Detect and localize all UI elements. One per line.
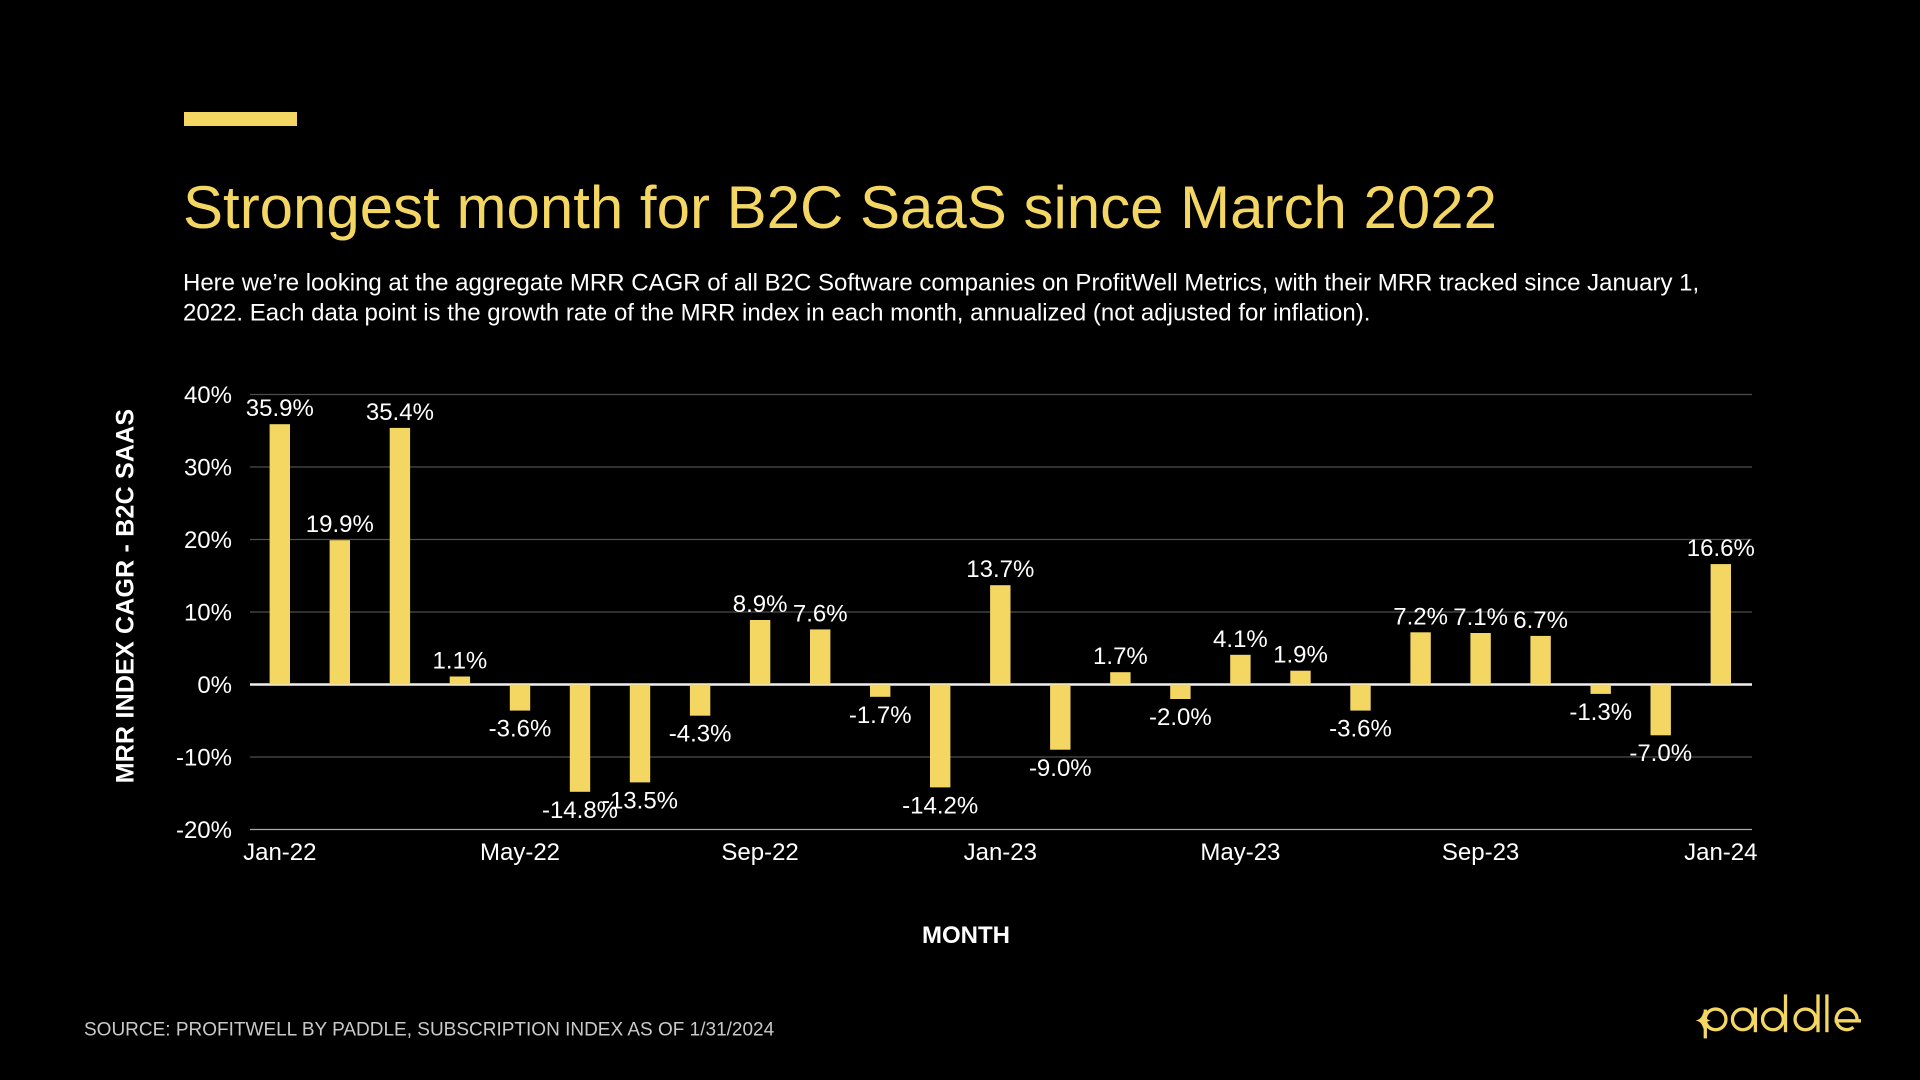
svg-text:6.7%: 6.7% — [1513, 607, 1568, 634]
svg-text:40%: 40% — [184, 382, 232, 409]
svg-text:35.4%: 35.4% — [366, 399, 434, 426]
svg-text:1.9%: 1.9% — [1273, 642, 1328, 669]
svg-text:Jan-22: Jan-22 — [243, 839, 316, 866]
svg-text:-2.0%: -2.0% — [1149, 704, 1212, 731]
svg-text:-14.2%: -14.2% — [902, 793, 978, 820]
svg-text:7.6%: 7.6% — [793, 600, 848, 627]
svg-text:2022. Each data point is the g: 2022. Each data point is the growth rate… — [183, 300, 1370, 327]
svg-text:-13.5%: -13.5% — [602, 787, 678, 814]
svg-text:8.9%: 8.9% — [733, 591, 788, 618]
svg-text:-10%: -10% — [176, 745, 232, 772]
svg-text:4.1%: 4.1% — [1213, 626, 1268, 653]
svg-text:-3.6%: -3.6% — [1329, 716, 1392, 743]
svg-text:1.1%: 1.1% — [433, 648, 488, 675]
svg-text:-4.3%: -4.3% — [669, 721, 732, 748]
svg-text:-7.0%: -7.0% — [1629, 740, 1692, 767]
svg-text:0%: 0% — [197, 672, 232, 699]
svg-text:19.9%: 19.9% — [306, 511, 374, 538]
svg-text:-14.8%: -14.8% — [542, 797, 618, 824]
svg-text:7.1%: 7.1% — [1453, 604, 1508, 631]
svg-text:7.2%: 7.2% — [1393, 603, 1448, 630]
svg-text:30%: 30% — [184, 455, 232, 482]
svg-text:20%: 20% — [184, 527, 232, 554]
svg-text:May-22: May-22 — [480, 839, 560, 866]
svg-text:16.6%: 16.6% — [1687, 535, 1755, 562]
svg-text:MRR INDEX CAGR - B2C SAAS: MRR INDEX CAGR - B2C SAAS — [112, 409, 140, 783]
svg-text:Here we’re looking at the aggr: Here we’re looking at the aggregate MRR … — [183, 270, 1699, 297]
svg-text:Sep-23: Sep-23 — [1442, 839, 1519, 866]
svg-text:Jan-23: Jan-23 — [964, 839, 1037, 866]
svg-text:Jan-24: Jan-24 — [1684, 839, 1757, 866]
svg-text:-1.7%: -1.7% — [849, 702, 912, 729]
svg-text:May-23: May-23 — [1200, 839, 1280, 866]
svg-text:35.9%: 35.9% — [246, 395, 314, 422]
svg-text:MONTH: MONTH — [922, 922, 1010, 949]
svg-text:SOURCE: PROFITWELL BY PADDLE,: SOURCE: PROFITWELL BY PADDLE, SUBSCRIPTI… — [84, 1020, 775, 1041]
svg-text:-20%: -20% — [176, 817, 232, 844]
svg-text:Strongest month for B2C SaaS s: Strongest month for B2C SaaS since March… — [183, 174, 1497, 241]
svg-text:10%: 10% — [184, 600, 232, 627]
svg-text:-9.0%: -9.0% — [1029, 755, 1092, 782]
svg-text:1.7%: 1.7% — [1093, 643, 1148, 670]
svg-text:Sep-22: Sep-22 — [721, 839, 798, 866]
svg-text:13.7%: 13.7% — [966, 556, 1034, 583]
svg-text:-1.3%: -1.3% — [1569, 699, 1632, 726]
svg-text:-3.6%: -3.6% — [489, 716, 552, 743]
